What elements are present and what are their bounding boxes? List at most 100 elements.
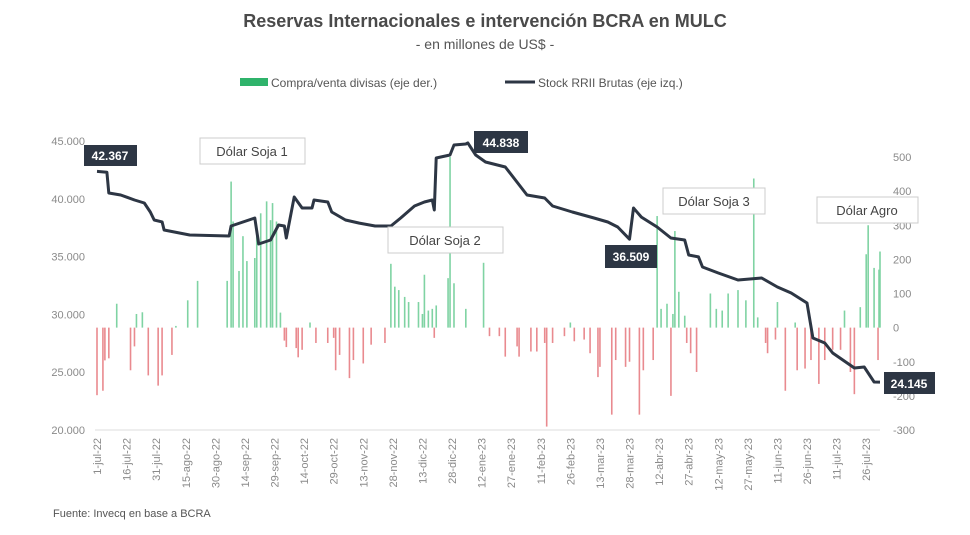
- sell-bar: [853, 327, 856, 395]
- sell-bar: [695, 327, 698, 372]
- sell-bar: [315, 327, 317, 343]
- sell-bar: [766, 327, 769, 354]
- y-right-tick-label: -100: [893, 357, 915, 369]
- x-tick-label: 11-jun-23: [772, 438, 784, 484]
- buy-bar: [417, 302, 420, 328]
- value-label-min-mar: 36.509: [605, 245, 657, 268]
- buy-bar: [879, 251, 881, 328]
- y-left-tick-label: 45.000: [51, 136, 85, 148]
- buy-bar: [141, 312, 144, 328]
- sell-bar: [638, 327, 641, 415]
- x-tick-label: 12-abr-23: [654, 438, 666, 486]
- sell-bar: [326, 327, 329, 343]
- buy-bar: [843, 310, 846, 328]
- chart-subtitle: - en millones de US$ -: [416, 36, 555, 52]
- sell-bar: [589, 327, 591, 354]
- x-tick-label: 29-sep-22: [270, 438, 282, 488]
- sell-bar: [536, 327, 538, 352]
- sell-bar: [433, 327, 436, 338]
- y-right-tick-label: 100: [893, 289, 911, 301]
- buy-bar: [660, 308, 662, 328]
- buy-bar: [423, 274, 426, 328]
- sell-bar: [488, 327, 491, 337]
- buy-bar: [246, 261, 248, 328]
- legend-swatch-bars: [240, 78, 268, 86]
- x-tick-label: 12-may-23: [713, 438, 725, 491]
- value-label-end: 24.145: [884, 372, 935, 394]
- value-label-text: 24.145: [891, 377, 928, 391]
- buy-bar: [727, 293, 729, 328]
- sell-bar: [108, 327, 110, 359]
- annotation-label: Dólar Agro: [836, 203, 897, 218]
- sell-bar: [583, 327, 585, 340]
- x-tick-label: 30-ago-22: [210, 438, 222, 488]
- reserves-line: [96, 141, 881, 384]
- buy-bar: [115, 303, 118, 328]
- sell-bar: [839, 327, 842, 350]
- annotation-label: Dólar Soja 1: [216, 144, 288, 159]
- buy-bar: [230, 181, 232, 328]
- buy-bar: [453, 283, 455, 328]
- buy-bar: [269, 220, 272, 328]
- y-right-tick-label: 200: [893, 254, 911, 266]
- buy-bar: [407, 302, 410, 328]
- x-tick-label: 28-nov-22: [388, 438, 400, 488]
- buy-bar: [175, 325, 177, 328]
- sell-bar: [689, 327, 692, 354]
- sell-bar: [348, 327, 351, 379]
- x-tick-label: 14-oct-22: [299, 438, 311, 484]
- sell-bar: [764, 327, 767, 343]
- x-tick-label: 13-mar-23: [595, 438, 607, 489]
- x-tick-label: 11-feb-23: [536, 438, 548, 484]
- sell-bar: [516, 327, 518, 347]
- x-tick-label: 31-jul-22: [151, 438, 163, 481]
- sell-bar: [171, 327, 173, 355]
- buy-bar: [186, 300, 189, 328]
- value-label-text: 44.838: [483, 136, 520, 150]
- sell-bar: [498, 327, 501, 337]
- sell-bar: [545, 327, 548, 427]
- sell-bar: [283, 327, 286, 341]
- x-tick-label: 26-feb-23: [565, 438, 577, 485]
- buy-bar: [465, 308, 467, 328]
- sell-bar: [297, 327, 299, 358]
- sell-bar: [597, 327, 599, 378]
- value-label-text: 36.509: [613, 250, 650, 264]
- sell-bar: [831, 327, 834, 350]
- x-tick-label: 14-sep-22: [240, 438, 252, 488]
- buy-bar: [259, 213, 262, 328]
- x-tick-label: 1-jul-22: [92, 438, 104, 475]
- sell-bar: [104, 327, 106, 361]
- sell-bar: [804, 327, 806, 369]
- sell-bar: [147, 327, 150, 376]
- buy-bar: [666, 303, 668, 328]
- buy-bar: [878, 269, 880, 328]
- x-tick-label: 13-nov-22: [358, 438, 370, 488]
- y-left-tick-label: 25.000: [51, 367, 85, 379]
- sell-bar: [295, 327, 298, 349]
- buy-bar: [569, 322, 572, 328]
- buy-bar: [255, 236, 258, 328]
- sell-bar: [96, 327, 98, 396]
- buy-bar: [737, 290, 739, 328]
- y-right-tick-label: -300: [893, 425, 915, 437]
- buy-bar: [794, 322, 796, 328]
- buy-bar: [275, 221, 278, 328]
- buy-bar: [435, 305, 438, 328]
- buy-bar: [242, 236, 244, 328]
- sell-bar: [652, 327, 654, 361]
- sell-bar: [129, 327, 132, 371]
- buy-bar: [390, 263, 392, 328]
- sell-bar: [670, 327, 672, 396]
- buy-bar: [427, 310, 430, 328]
- sell-bar: [563, 327, 566, 337]
- value-label-start: 42.367: [84, 145, 137, 166]
- buy-bar: [776, 302, 779, 328]
- x-tick-label: 16-jul-22: [122, 438, 134, 481]
- sell-bar: [818, 327, 820, 384]
- annotation-soja-3: Dólar Soja 3: [662, 187, 766, 215]
- x-tick-label: 27-abr-23: [684, 438, 696, 486]
- buy-bar: [196, 280, 199, 328]
- buy-bar: [309, 322, 311, 328]
